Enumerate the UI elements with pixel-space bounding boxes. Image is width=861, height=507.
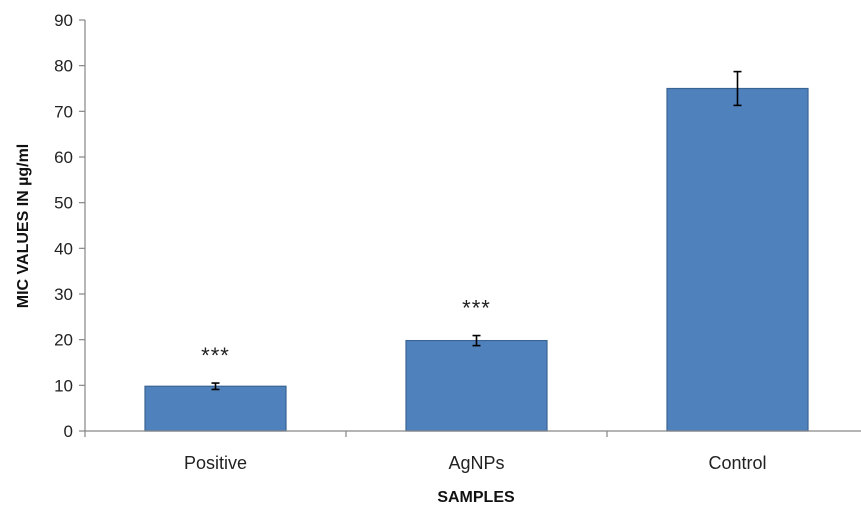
bar-agnps xyxy=(405,339,548,432)
x-axis-title: SAMPLES xyxy=(437,489,515,506)
significance-label: *** xyxy=(201,343,230,368)
x-tick-label: AgNPs xyxy=(448,453,504,473)
x-tick-label: Positive xyxy=(184,453,247,473)
y-tick-label: 0 xyxy=(64,422,73,441)
y-tick-label: 40 xyxy=(54,239,73,258)
y-axis-ticks: 0 10 20 30 40 50 60 70 80 90 xyxy=(54,11,85,441)
bar-control xyxy=(666,87,809,432)
y-tick-label: 50 xyxy=(54,194,73,213)
y-tick-label: 70 xyxy=(54,102,73,121)
y-axis-title: MIC VALUES IN µg/ml xyxy=(15,144,32,308)
significance-label: *** xyxy=(462,296,491,321)
y-tick-label: 10 xyxy=(54,376,73,395)
y-tick-label: 80 xyxy=(54,57,73,76)
y-tick-label: 30 xyxy=(54,285,73,304)
x-axis-ticks: Positive AgNPs Control xyxy=(84,431,767,473)
error-bars xyxy=(211,70,742,391)
significance-annotations: *** *** xyxy=(201,296,491,368)
bars xyxy=(144,87,809,432)
y-tick-label: 90 xyxy=(54,11,73,30)
x-tick-label: Control xyxy=(708,453,766,473)
y-tick-label: 20 xyxy=(54,331,73,350)
bar-positive xyxy=(144,385,287,432)
y-tick-label: 60 xyxy=(54,148,73,167)
